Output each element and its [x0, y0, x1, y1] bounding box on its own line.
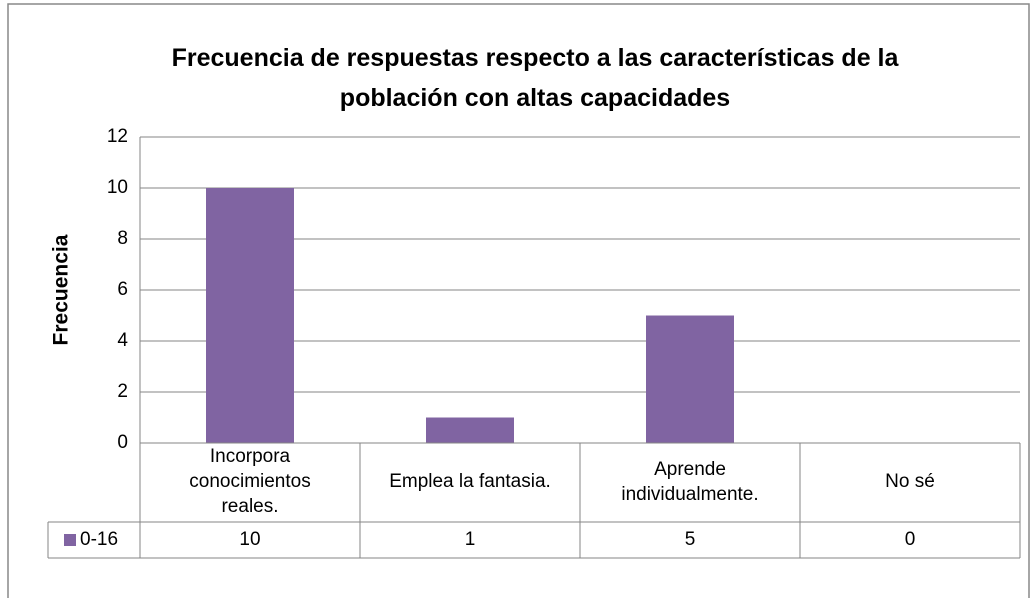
chart-title-box: Frecuencia de respuestas respecto a las …	[171, 44, 899, 112]
chart-title: Frecuencia de respuestas respecto a las …	[171, 44, 899, 112]
y-tick-label: 8	[117, 228, 128, 249]
data-table-value: 5	[685, 529, 696, 550]
x-tick-label: Incorpora conocimientos reales.	[189, 446, 311, 517]
x-tick-label-box: No sé	[885, 471, 935, 493]
chart-frame	[7, 3, 1030, 598]
legend-label: 0-16	[80, 529, 118, 550]
y-tick-label: 4	[117, 330, 128, 351]
data-table-value: 1	[465, 529, 476, 550]
x-tick-label: No sé	[885, 471, 935, 493]
y-tick-label: 12	[107, 126, 128, 147]
data-table-value: 10	[239, 529, 260, 550]
x-tick-label-box: Emplea la fantasia.	[389, 471, 551, 493]
bar	[646, 315, 734, 443]
y-tick-label: 10	[107, 177, 128, 198]
x-tick-label-box: Aprende individualmente.	[621, 458, 759, 505]
data-table-value: 0	[905, 529, 916, 550]
y-tick-label: 6	[117, 279, 128, 300]
x-tick-label-box: Incorpora conocimientos reales.	[189, 446, 311, 517]
bar	[206, 188, 294, 443]
x-tick-label: Aprende individualmente.	[621, 458, 759, 505]
y-axis-label: Frecuencia	[50, 234, 73, 345]
legend-swatch	[64, 534, 76, 546]
bar	[426, 417, 514, 443]
y-tick-label: 2	[117, 381, 128, 402]
y-tick-label: 0	[117, 432, 128, 453]
x-tick-label: Emplea la fantasia.	[389, 471, 551, 493]
